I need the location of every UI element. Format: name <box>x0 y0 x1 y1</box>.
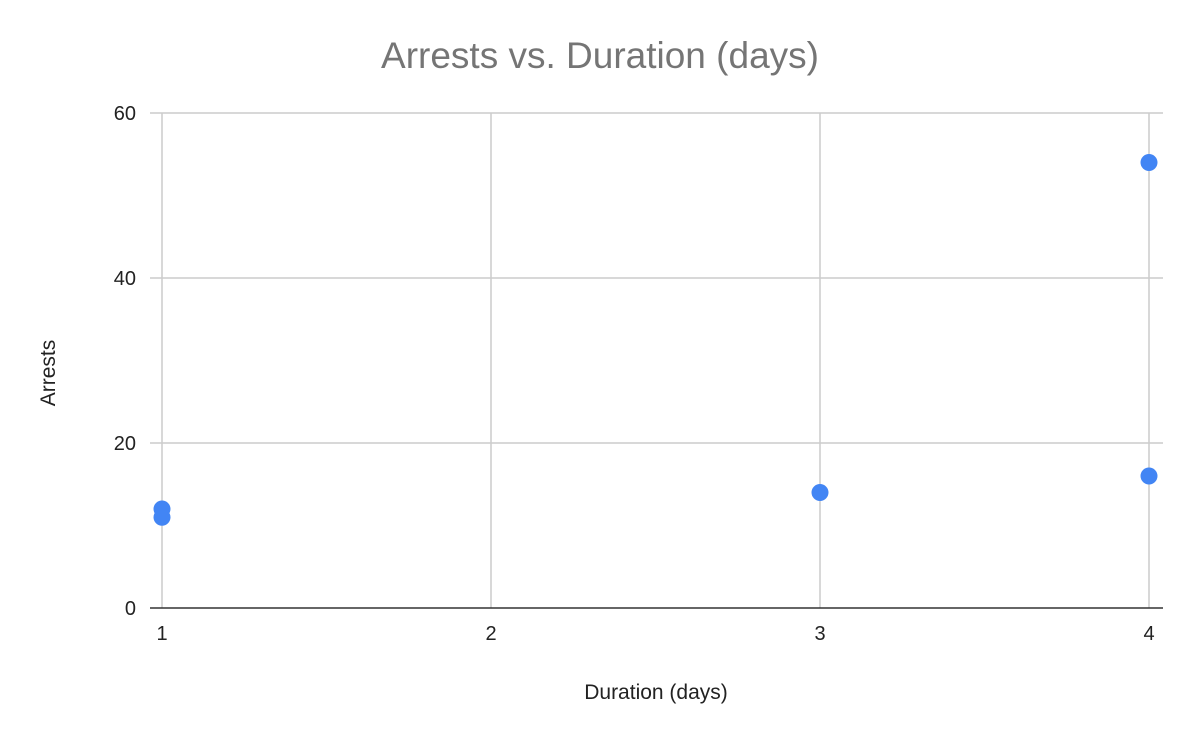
tick-labels: 0 20 40 60 1 2 3 4 <box>114 103 1155 645</box>
y-tick-label: 20 <box>114 433 136 455</box>
x-tick-label: 2 <box>485 623 496 645</box>
data-point <box>1140 467 1158 485</box>
y-tick-label: 0 <box>125 598 136 620</box>
y-tick-label: 60 <box>114 103 136 125</box>
y-axis-title: Arrests <box>37 340 60 407</box>
grid-lines <box>150 112 1163 608</box>
data-point <box>153 508 171 526</box>
x-tick-label: 4 <box>1143 623 1154 645</box>
chart-title: Arrests vs. Duration (days) <box>381 35 819 76</box>
data-point <box>811 484 829 501</box>
y-tick-label: 40 <box>114 268 136 290</box>
data-point <box>1140 154 1158 171</box>
x-tick-label: 1 <box>156 623 167 645</box>
x-axis-title: Duration (days) <box>584 681 728 704</box>
data-points <box>153 154 1158 526</box>
x-tick-label: 3 <box>814 623 825 645</box>
